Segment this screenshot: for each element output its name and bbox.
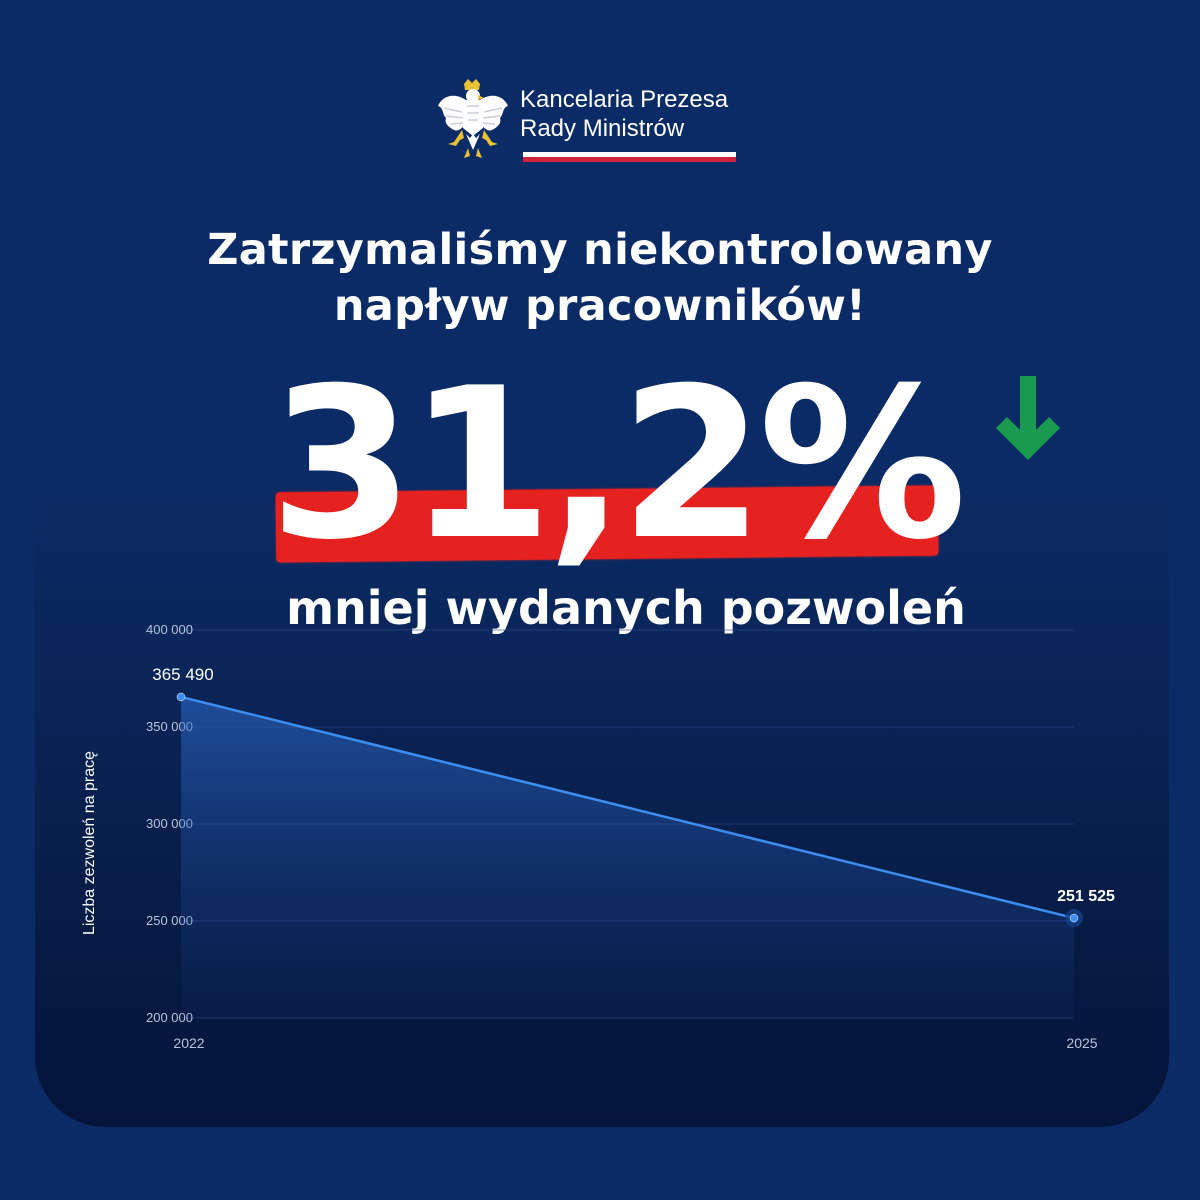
org-name: Kancelaria Prezesa Rady Ministrów [520, 85, 728, 143]
data-point [176, 692, 186, 702]
data-label: 251 525 [1057, 888, 1115, 905]
x-tick-label: 2022 [173, 1035, 204, 1051]
arrow-down-icon [996, 376, 1060, 460]
headline-line1: Zatrzymaliśmy niekontrolowany [207, 225, 993, 275]
stat-value: 31,2% [269, 344, 967, 586]
data-point [1069, 913, 1079, 923]
org-name-line2: Rady Ministrów [520, 115, 685, 142]
kprm-logo: Kancelaria Prezesa Rady Ministrów [434, 78, 754, 168]
series-line [180, 695, 1075, 920]
headline-line2: napływ pracowników! [333, 281, 867, 331]
flag-stripes [523, 152, 736, 162]
y-axis-label: Liczba zezwoleń na pracę [81, 751, 98, 935]
x-tick-label: 2025 [1066, 1035, 1097, 1051]
polish-eagle-emblem [438, 79, 508, 158]
headline: Zatrzymaliśmy niekontrolowany napływ pra… [0, 222, 1200, 334]
data-label: 365 490 [152, 665, 213, 684]
org-name-line1: Kancelaria Prezesa [520, 86, 729, 113]
series-area [181, 696, 1074, 1018]
stat-caption: mniej wydanych pozwoleń [286, 581, 966, 635]
y-tick-label: 400 000 [146, 622, 193, 637]
